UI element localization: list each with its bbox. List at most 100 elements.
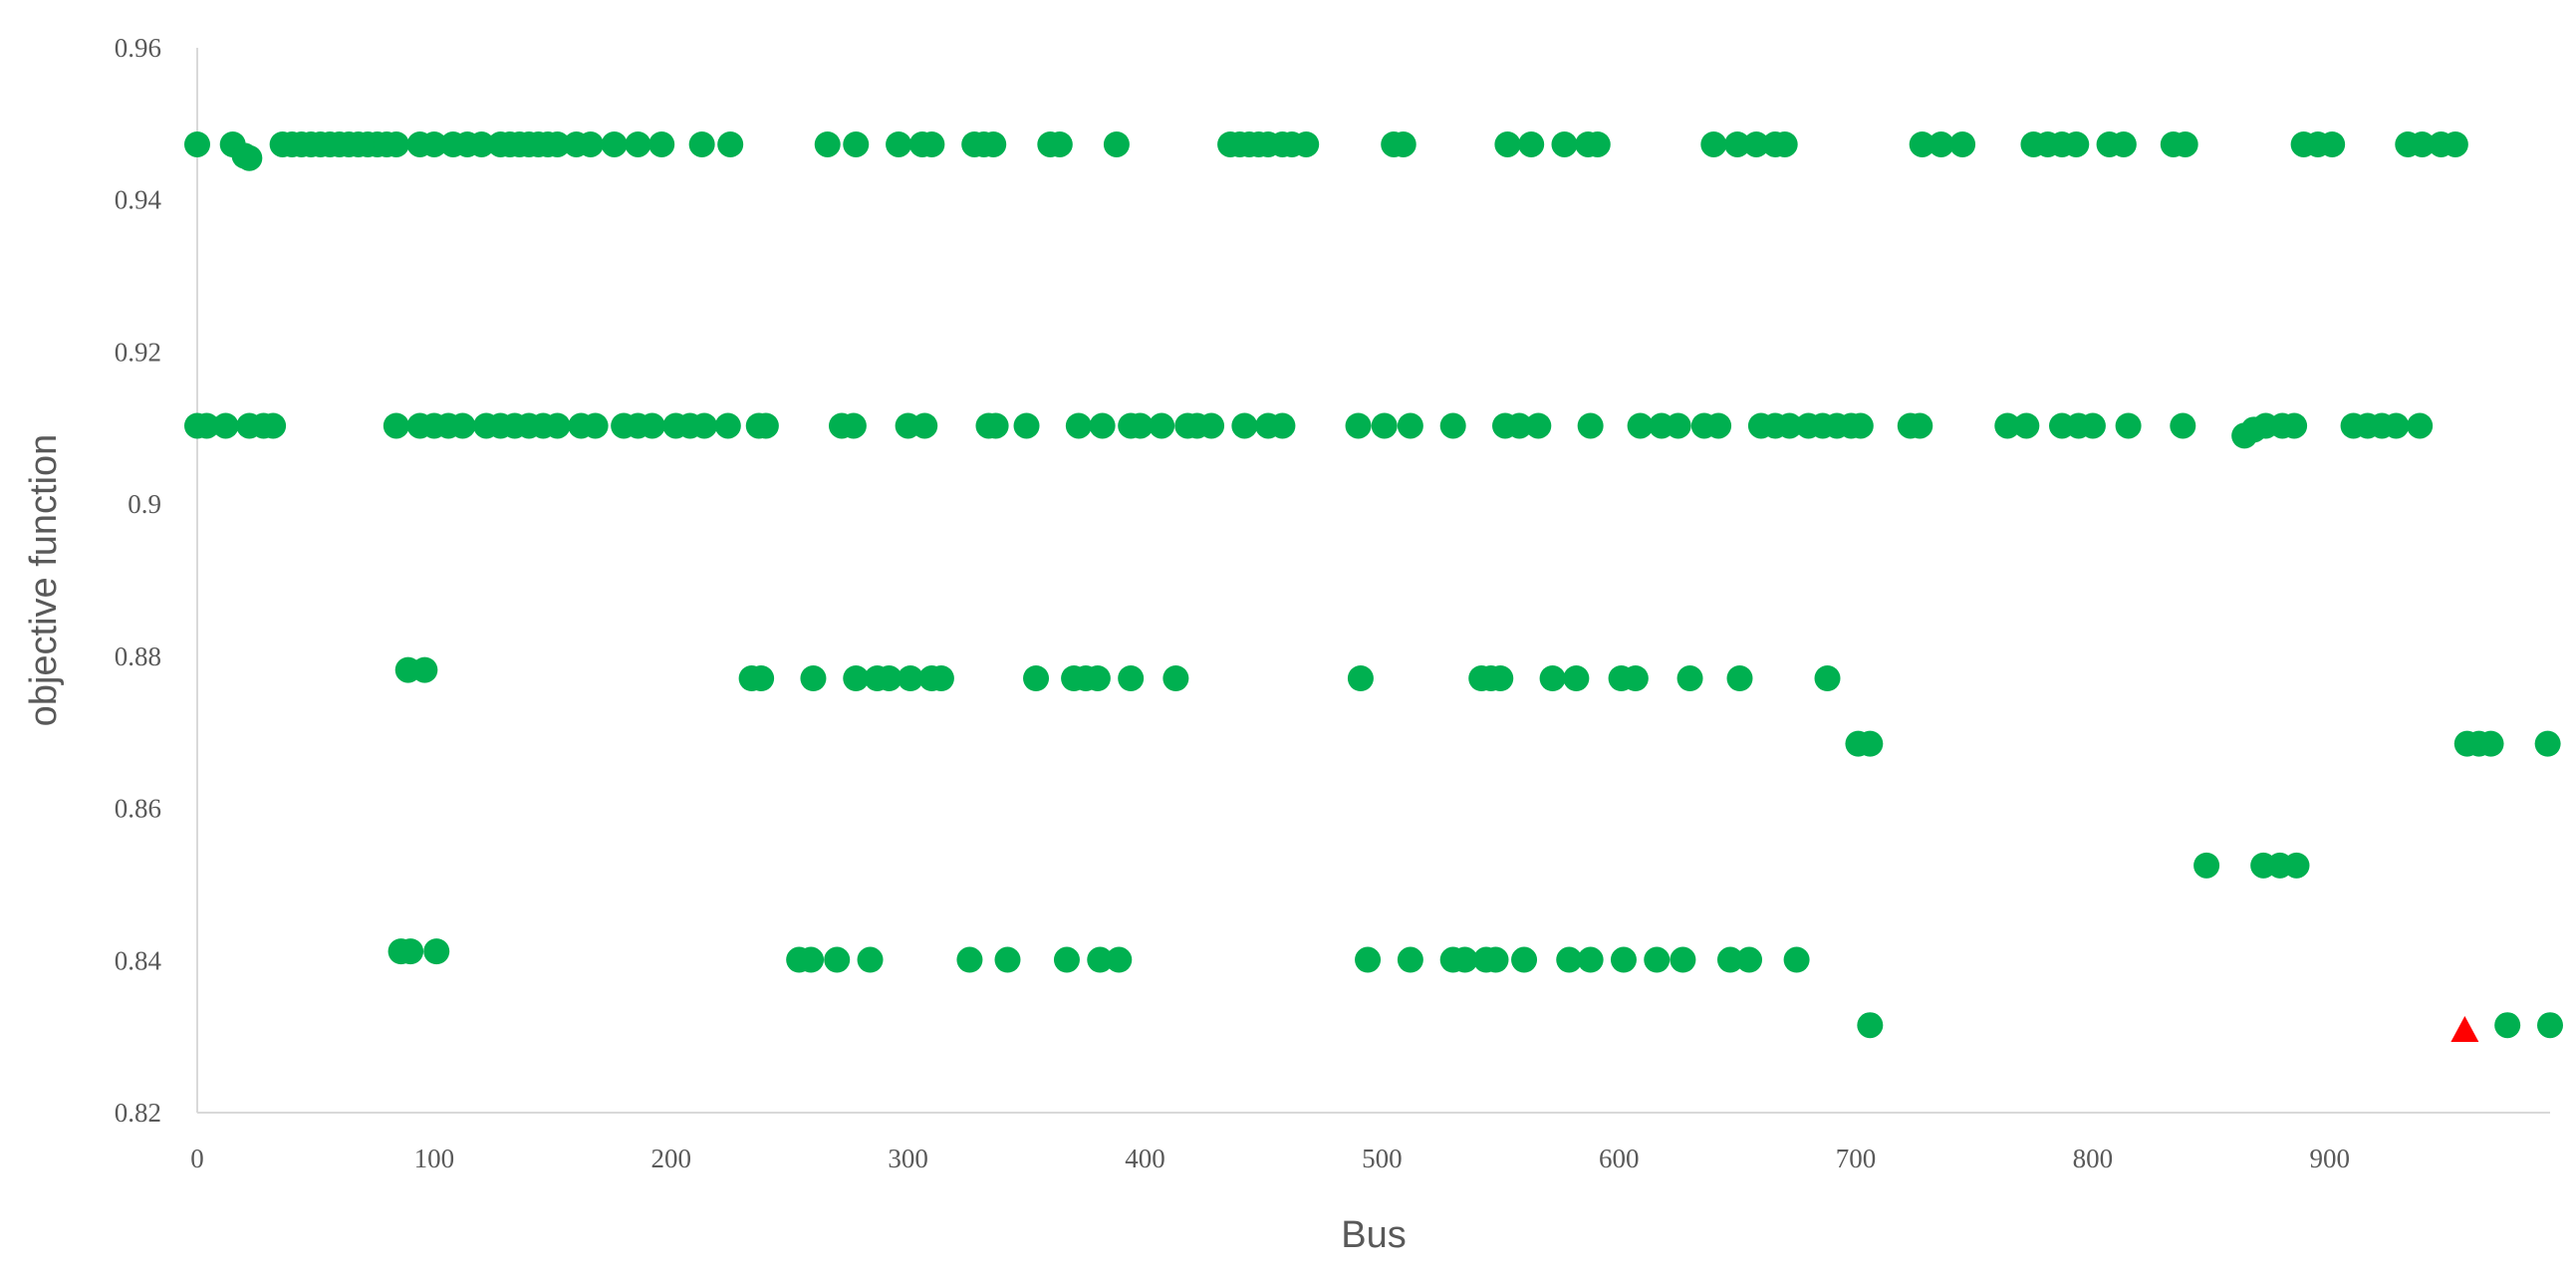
data-point (2283, 852, 2310, 879)
data-point (639, 412, 665, 439)
y-tick-label: 0.84 (115, 945, 162, 975)
data-point (1053, 946, 1080, 973)
data-point (1771, 130, 1798, 157)
x-tick-label: 900 (2310, 1144, 2351, 1173)
y-axis-title: objective function (23, 434, 65, 727)
data-point (911, 412, 938, 439)
data-point (752, 412, 779, 439)
data-point (648, 130, 675, 157)
data-point (1705, 412, 1732, 439)
data-point (1700, 130, 1727, 157)
y-tick-label: 0.86 (115, 794, 161, 824)
x-tick-label: 400 (1125, 1144, 1165, 1173)
data-point (1907, 412, 1933, 439)
data-point (980, 130, 1007, 157)
data-point (2407, 412, 2434, 439)
data-point (2079, 412, 2106, 439)
data-point (2409, 130, 2436, 157)
data-point (383, 412, 409, 439)
data-point (423, 938, 450, 965)
data-point (927, 665, 954, 692)
x-tick-label: 0 (190, 1144, 204, 1173)
data-point (2172, 130, 2198, 157)
data-point (2063, 130, 2090, 157)
data-point (411, 656, 438, 683)
x-axis-title: Bus (1341, 1214, 1406, 1256)
data-point (397, 938, 424, 965)
y-tick-labels: 0.82 0.84 0.86 0.88 0.9 0.92 0.94 0.96 (115, 33, 162, 1128)
data-point (748, 665, 775, 692)
data-point (2281, 412, 2308, 439)
data-point (2534, 730, 2561, 757)
data-point (383, 130, 409, 157)
data-point (1857, 730, 1884, 757)
y-tick-label: 0.88 (115, 641, 161, 671)
data-point (1814, 665, 1841, 692)
data-point (582, 412, 609, 439)
x-tick-label: 600 (1599, 1144, 1640, 1173)
axes (196, 48, 2550, 1114)
data-point (1670, 946, 1696, 973)
data-point (1127, 412, 1154, 439)
data-point (625, 130, 651, 157)
data-point (1511, 946, 1538, 973)
data-point (1783, 946, 1810, 973)
data-point (1065, 412, 1092, 439)
data-point (1149, 412, 1175, 439)
data-point (1345, 412, 1372, 439)
data-point (956, 946, 983, 973)
data-point (420, 130, 447, 157)
data-point (2442, 130, 2468, 157)
data-point (236, 144, 263, 171)
data-point (449, 412, 476, 439)
data-point (2494, 1012, 2521, 1039)
data-point (1909, 130, 1935, 157)
data-point (1162, 665, 1189, 692)
data-point (1355, 946, 1382, 973)
data-point (1397, 946, 1423, 973)
data-point (601, 130, 628, 157)
data-point (1994, 412, 2021, 439)
data-point (857, 946, 884, 973)
data-point (1451, 946, 1478, 973)
data-point (1087, 946, 1114, 973)
data-point (840, 412, 867, 439)
x-tick-labels: 0 100 200 300 400 500 600 700 800 900 (190, 1144, 2350, 1173)
data-point (1439, 412, 1466, 439)
data-point (1584, 130, 1611, 157)
data-point (1847, 412, 1874, 439)
x-tick-label: 700 (1836, 1144, 1877, 1173)
data-point (1716, 946, 1743, 973)
data-point (1776, 412, 1803, 439)
data-point (2383, 412, 2410, 439)
data-point (1231, 412, 1258, 439)
data-point (577, 130, 604, 157)
x-tick-label: 500 (1362, 1144, 1403, 1173)
data-point (468, 130, 495, 157)
data-point (1665, 412, 1691, 439)
data-point (1610, 946, 1637, 973)
data-point (1539, 665, 1566, 692)
data-point (886, 130, 912, 157)
data-point (212, 412, 239, 439)
x-tick-label: 800 (2073, 1144, 2114, 1173)
data-point (2013, 412, 2040, 439)
data-point (843, 665, 870, 692)
data-point (184, 130, 210, 157)
data-point (1046, 130, 1073, 157)
data-point (1627, 412, 1654, 439)
data-point (688, 130, 715, 157)
data-point (1736, 946, 1763, 973)
data-point (1487, 665, 1514, 692)
data-point (2170, 412, 2196, 439)
data-point (717, 130, 744, 157)
data-point (544, 412, 571, 439)
data-point (1084, 665, 1111, 692)
data-point (1118, 665, 1145, 692)
data-point (193, 412, 220, 439)
data-point (1518, 130, 1545, 157)
data-point (544, 130, 571, 157)
data-point (1622, 665, 1649, 692)
data-point (918, 130, 945, 157)
data-point (1577, 946, 1604, 973)
